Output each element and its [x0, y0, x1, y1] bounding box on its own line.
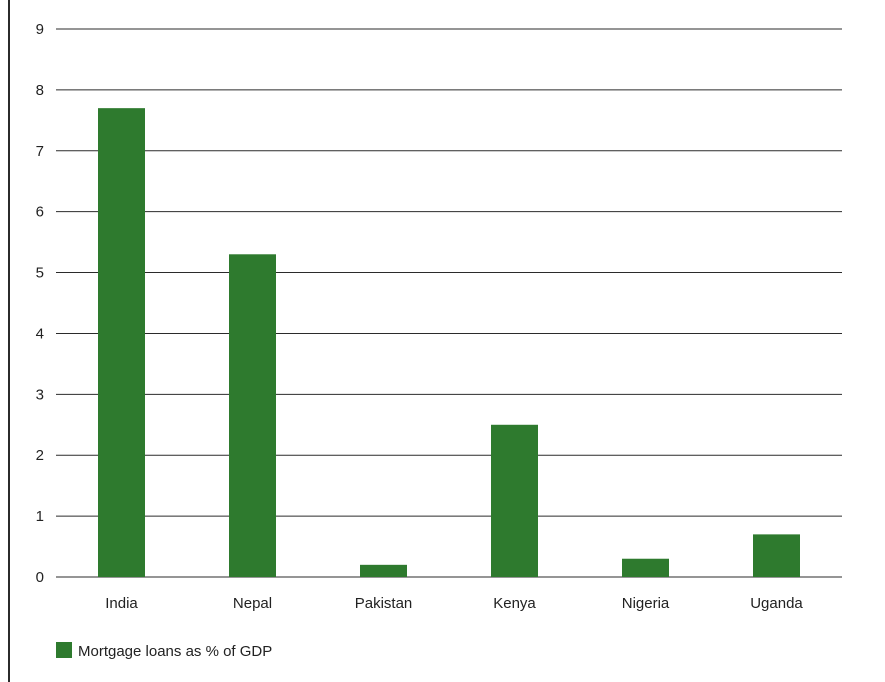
- legend-label: Mortgage loans as % of GDP: [78, 643, 272, 660]
- x-category-label: Kenya: [493, 595, 536, 612]
- x-category-label: Nigeria: [622, 595, 670, 612]
- y-tick-label: 7: [36, 143, 44, 160]
- bar-nigeria: [622, 558, 669, 577]
- x-axis-category-labels: India Nepal Pakistan Kenya Nigeria Uganda: [105, 595, 803, 612]
- x-category-label: Nepal: [233, 595, 272, 612]
- y-tick-label: 5: [36, 265, 44, 282]
- y-tick-label: 6: [36, 204, 44, 221]
- bars: [98, 108, 800, 578]
- y-tick-label: 1: [36, 508, 44, 525]
- bar-pakistan: [360, 564, 407, 577]
- x-category-label: Pakistan: [355, 595, 413, 612]
- bar-india: [98, 108, 145, 578]
- legend: Mortgage loans as % of GDP: [56, 642, 272, 660]
- y-tick-label: 8: [36, 82, 44, 99]
- y-tick-label: 4: [36, 325, 44, 342]
- y-tick-label: 3: [36, 386, 44, 403]
- y-tick-label: 2: [36, 447, 44, 464]
- y-tick-label: 9: [36, 21, 44, 38]
- y-tick-label: 0: [36, 569, 44, 586]
- bar-nepal: [229, 254, 276, 578]
- bar-uganda: [753, 534, 800, 577]
- x-category-label: Uganda: [750, 595, 803, 612]
- legend-swatch: [56, 642, 72, 658]
- x-category-label: India: [105, 595, 138, 612]
- chart-frame-left-border: [8, 0, 10, 682]
- y-axis-tick-labels: 0 1 2 3 4 5 6 7 8 9: [36, 21, 44, 586]
- grid-lines: [56, 28, 842, 578]
- bar-kenya: [491, 424, 538, 577]
